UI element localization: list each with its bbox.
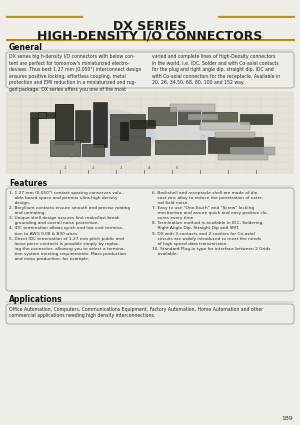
Bar [240,114,272,124]
Text: Applications: Applications [9,295,63,304]
Text: HIGH-DENSITY I/O CONNECTORS: HIGH-DENSITY I/O CONNECTORS [37,29,263,42]
Bar [75,110,90,142]
Bar [218,154,268,160]
Bar [110,137,150,155]
Bar [208,137,263,153]
Bar [55,104,73,144]
Text: 1. 1.27 mm (0.050") contact spacing conserves valu-
    able board space and per: 1. 1.27 mm (0.050") contact spacing cons… [9,190,130,261]
Bar [120,122,128,140]
Text: ru: ru [200,133,210,143]
Bar [6,92,294,174]
Bar [155,140,205,154]
Bar [55,104,73,144]
Bar [215,132,255,138]
Bar [130,120,155,128]
Bar [93,102,107,147]
Text: 6. Backshell and receptacle shell are made of die-
    cast zinc alloy to reduce: 6. Backshell and receptacle shell are ma… [152,190,270,256]
Text: varied and complete lines of High-Density connectors
in the world, i.e. IDC, Sol: varied and complete lines of High-Densit… [152,54,280,85]
Bar [200,122,250,130]
Bar [82,144,104,156]
Ellipse shape [65,110,155,164]
Text: Office Automation, Computers, Communications Equipment, Factory Automation, Home: Office Automation, Computers, Communicat… [9,306,263,318]
Bar [178,110,200,124]
Bar [30,118,38,143]
Bar [148,107,176,125]
Ellipse shape [145,109,215,149]
Text: 5: 5 [176,166,178,170]
Bar [230,147,275,155]
Bar [30,112,55,118]
Bar [50,140,80,156]
Text: 4: 4 [148,166,150,170]
Bar [202,112,237,122]
Text: 189: 189 [281,416,293,421]
Text: 3: 3 [120,166,122,170]
Bar [38,112,46,118]
Text: DX SERIES: DX SERIES [113,20,187,33]
Bar [110,114,145,136]
Text: 2: 2 [92,166,94,170]
Text: DX series hig h-density I/O connectors with below con-
tent are perfect for tomo: DX series hig h-density I/O connectors w… [9,54,141,92]
Bar [188,114,218,120]
Text: 1: 1 [64,166,66,170]
Text: General: General [9,43,43,52]
Text: Features: Features [9,179,47,188]
Bar [170,104,215,112]
Text: э  л: э л [70,153,83,159]
